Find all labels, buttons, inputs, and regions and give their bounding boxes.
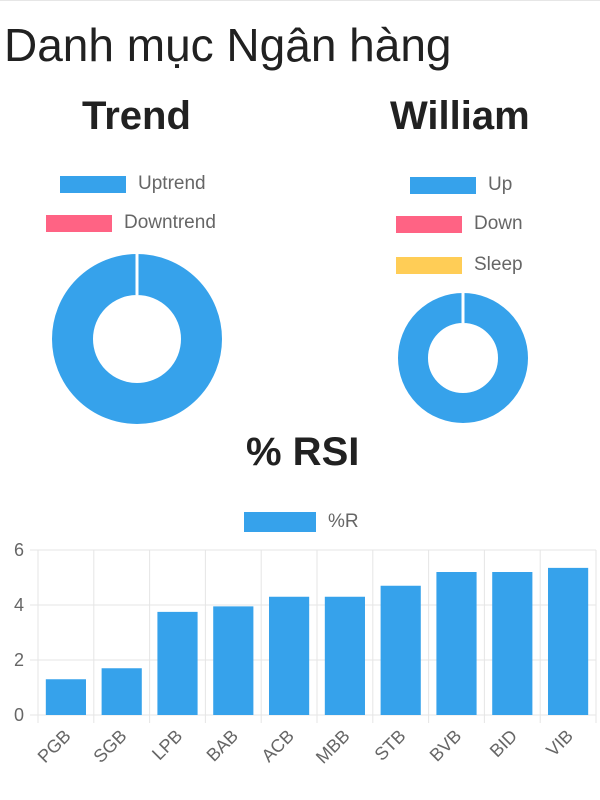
- next-section-title-cut-off: [0, 784, 600, 800]
- trend-chart-title: Trend: [82, 94, 191, 138]
- legend-uptrend-swatch: [60, 175, 126, 193]
- legend-down-label: Down: [474, 213, 523, 234]
- x-tick-label: PGB: [34, 726, 75, 767]
- rsi-bar-chart: 0 2 4 6 PGB SGB LPB BAB ACB MBB STB BVB BID VIB: [14, 540, 597, 768]
- legend-sleep-label: Sleep: [474, 254, 523, 275]
- legend-down-swatch: [396, 215, 462, 233]
- william-doughnut-chart: [398, 293, 528, 423]
- bar-mbb[interactable]: [324, 596, 365, 715]
- bar-bid[interactable]: [492, 572, 533, 715]
- legend-r[interactable]: %R: [244, 511, 359, 533]
- william-chart-title: William: [390, 94, 530, 138]
- legend-up-label: Up: [488, 174, 513, 195]
- x-tick-label: BID: [486, 726, 521, 761]
- x-tick-label: STB: [371, 726, 410, 765]
- x-tick-label: SGB: [90, 726, 131, 767]
- y-tick-label: 2: [14, 650, 24, 670]
- x-tick-label: BAB: [203, 726, 243, 766]
- bar-vib[interactable]: [548, 567, 589, 715]
- legend-up[interactable]: Up: [410, 174, 512, 196]
- legend-sleep-swatch: [396, 256, 462, 274]
- x-tick-label: LPB: [148, 726, 186, 764]
- bar-pgb[interactable]: [45, 679, 86, 715]
- x-tick-label: BVB: [426, 726, 466, 766]
- legend-down[interactable]: Down: [396, 213, 523, 235]
- bar-acb[interactable]: [269, 596, 310, 715]
- top-divider: [0, 0, 600, 1]
- bar-bab[interactable]: [213, 606, 254, 715]
- legend-r-label: %R: [328, 511, 359, 532]
- rsi-chart-title: % RSI: [246, 430, 360, 474]
- x-tick-label: ACB: [258, 726, 298, 766]
- y-tick-label: 4: [14, 595, 24, 615]
- bar-bvb[interactable]: [436, 572, 477, 715]
- legend-downtrend[interactable]: Downtrend: [46, 212, 216, 234]
- x-tick-label: VIB: [542, 726, 577, 761]
- y-tick-label: 0: [14, 705, 24, 725]
- bar-lpb[interactable]: [157, 611, 198, 715]
- legend-up-swatch: [410, 176, 476, 194]
- legend-sleep[interactable]: Sleep: [396, 254, 523, 276]
- page-title: Danh mục Ngân hàng: [4, 19, 452, 71]
- legend-downtrend-swatch: [46, 214, 112, 232]
- legend-downtrend-label: Downtrend: [124, 212, 216, 233]
- x-tick-label: MBB: [312, 726, 354, 768]
- y-tick-label: 6: [14, 540, 24, 560]
- legend-uptrend-label: Uptrend: [138, 173, 206, 194]
- legend-uptrend[interactable]: Uptrend: [60, 173, 206, 195]
- trend-doughnut-chart: [52, 254, 222, 424]
- bar-sgb[interactable]: [101, 668, 142, 715]
- legend-r-swatch: [244, 512, 316, 532]
- bar-stb[interactable]: [380, 585, 421, 715]
